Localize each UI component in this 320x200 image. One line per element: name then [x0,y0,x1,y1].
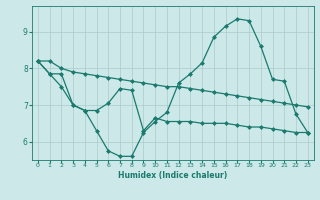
X-axis label: Humidex (Indice chaleur): Humidex (Indice chaleur) [118,171,228,180]
